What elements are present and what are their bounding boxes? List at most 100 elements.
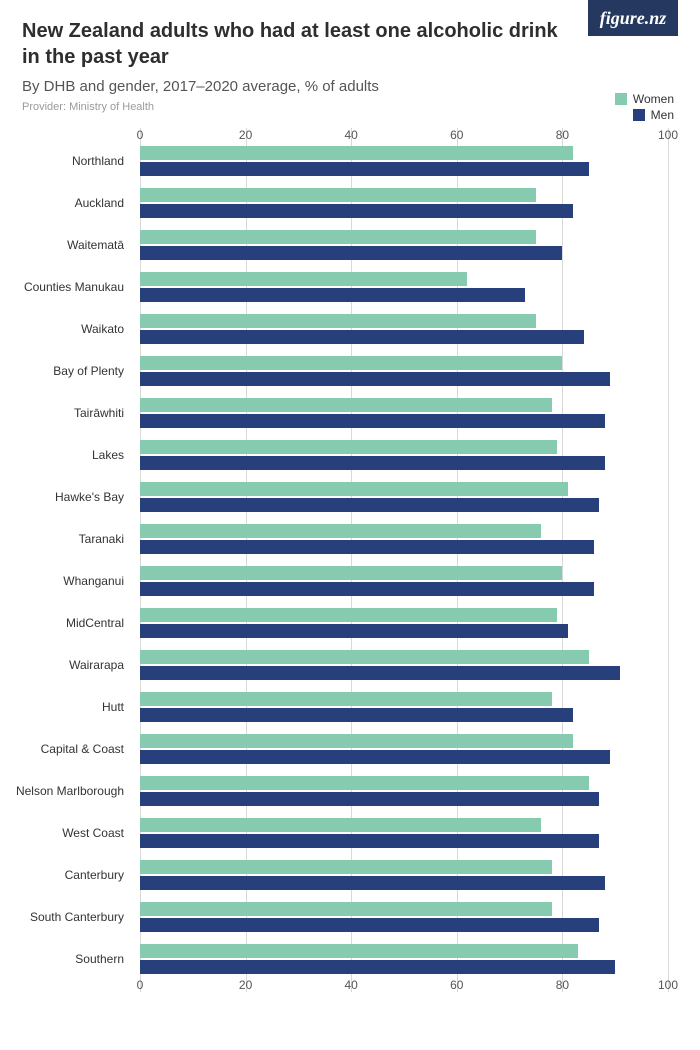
- x-tick-top: 100: [658, 128, 678, 142]
- category-label: Whanganui: [14, 574, 132, 588]
- category-group: Lakes: [140, 440, 668, 470]
- category-label: Southern: [14, 952, 132, 966]
- bar-men: [140, 624, 568, 638]
- category-label: Lakes: [14, 448, 132, 462]
- bar-men: [140, 162, 589, 176]
- category-label: MidCentral: [14, 616, 132, 630]
- category-group: West Coast: [140, 818, 668, 848]
- category-label: Northland: [14, 154, 132, 168]
- bar-men: [140, 414, 605, 428]
- bar-men: [140, 246, 562, 260]
- bar-men: [140, 456, 605, 470]
- bar-men: [140, 960, 615, 974]
- bar-women: [140, 608, 557, 622]
- bar-men: [140, 918, 599, 932]
- bar-women: [140, 440, 557, 454]
- bar-women: [140, 650, 589, 664]
- category-label: Hutt: [14, 700, 132, 714]
- x-tick-top: 0: [137, 128, 144, 142]
- legend-item-women: Women: [615, 92, 674, 106]
- category-group: Capital & Coast: [140, 734, 668, 764]
- x-tick-bottom: 60: [450, 978, 463, 992]
- chart-title: New Zealand adults who had at least one …: [22, 18, 572, 70]
- chart-provider: Provider: Ministry of Health: [22, 101, 678, 113]
- category-label: West Coast: [14, 826, 132, 840]
- category-group: Canterbury: [140, 860, 668, 890]
- category-group: South Canterbury: [140, 902, 668, 932]
- bar-men: [140, 708, 573, 722]
- category-label: Hawke's Bay: [14, 490, 132, 504]
- category-label: Auckland: [14, 196, 132, 210]
- gridline: [668, 128, 669, 992]
- x-tick-top: 80: [556, 128, 569, 142]
- category-group: Northland: [140, 146, 668, 176]
- category-group: Nelson Marlborough: [140, 776, 668, 806]
- bar-women: [140, 860, 552, 874]
- category-label: Tairāwhiti: [14, 406, 132, 420]
- logo-badge: figure.nz: [588, 0, 678, 36]
- legend-label-women: Women: [633, 92, 674, 106]
- legend-label-men: Men: [651, 108, 674, 122]
- category-group: Waikato: [140, 314, 668, 344]
- category-label: Canterbury: [14, 868, 132, 882]
- category-group: Bay of Plenty: [140, 356, 668, 386]
- chart-subtitle: By DHB and gender, 2017–2020 average, % …: [22, 78, 678, 95]
- bar-women: [140, 398, 552, 412]
- bar-women: [140, 482, 568, 496]
- bar-men: [140, 288, 525, 302]
- category-label: South Canterbury: [14, 910, 132, 924]
- bar-men: [140, 582, 594, 596]
- x-tick-top: 60: [450, 128, 463, 142]
- category-label: Nelson Marlborough: [14, 784, 132, 798]
- category-group: Southern: [140, 944, 668, 974]
- plot-area: 002020404060608080100100NorthlandAucklan…: [140, 146, 668, 974]
- bar-men: [140, 330, 584, 344]
- bar-women: [140, 566, 562, 580]
- x-tick-top: 20: [239, 128, 252, 142]
- bar-men: [140, 498, 599, 512]
- category-group: Whanganui: [140, 566, 668, 596]
- category-label: Taranaki: [14, 532, 132, 546]
- bar-men: [140, 372, 610, 386]
- bar-men: [140, 540, 594, 554]
- category-label: Waikato: [14, 322, 132, 336]
- bar-women: [140, 902, 552, 916]
- category-label: Counties Manukau: [14, 280, 132, 294]
- category-group: Waitematā: [140, 230, 668, 260]
- bar-women: [140, 230, 536, 244]
- x-tick-bottom: 20: [239, 978, 252, 992]
- bar-women: [140, 272, 467, 286]
- category-group: Auckland: [140, 188, 668, 218]
- legend-swatch-women: [615, 93, 627, 105]
- bar-women: [140, 146, 573, 160]
- bar-men: [140, 792, 599, 806]
- bar-women: [140, 356, 562, 370]
- category-group: Hutt: [140, 692, 668, 722]
- bar-women: [140, 734, 573, 748]
- bar-women: [140, 314, 536, 328]
- category-group: Hawke's Bay: [140, 482, 668, 512]
- category-label: Capital & Coast: [14, 742, 132, 756]
- category-label: Bay of Plenty: [14, 364, 132, 378]
- x-tick-top: 40: [345, 128, 358, 142]
- legend-swatch-men: [633, 109, 645, 121]
- bar-men: [140, 750, 610, 764]
- category-group: MidCentral: [140, 608, 668, 638]
- bar-women: [140, 944, 578, 958]
- bar-men: [140, 666, 620, 680]
- bar-women: [140, 692, 552, 706]
- x-tick-bottom: 0: [137, 978, 144, 992]
- category-label: Waitematā: [14, 238, 132, 252]
- category-group: Wairarapa: [140, 650, 668, 680]
- category-group: Tairāwhiti: [140, 398, 668, 428]
- x-tick-bottom: 40: [345, 978, 358, 992]
- x-tick-bottom: 100: [658, 978, 678, 992]
- category-label: Wairarapa: [14, 658, 132, 672]
- bar-women: [140, 776, 589, 790]
- bar-men: [140, 834, 599, 848]
- x-tick-bottom: 80: [556, 978, 569, 992]
- bar-women: [140, 524, 541, 538]
- category-group: Counties Manukau: [140, 272, 668, 302]
- legend: Women Men: [615, 92, 674, 124]
- bar-men: [140, 204, 573, 218]
